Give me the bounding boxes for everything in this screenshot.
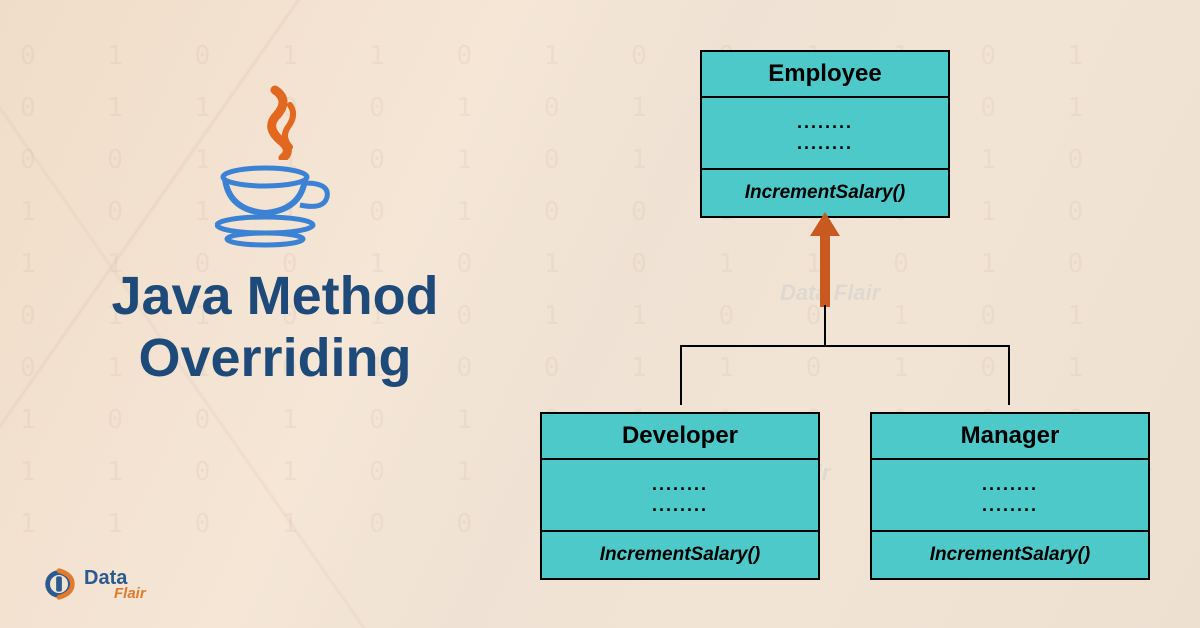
page-title: Java Method Overriding: [60, 265, 490, 389]
connector-line: [680, 345, 1010, 347]
class-box-manager: Manager ........ ........ IncrementSalar…: [870, 412, 1150, 580]
brand-text: Data Flair: [84, 568, 146, 601]
class-method: IncrementSalary(): [542, 532, 818, 578]
title-line-1: Java Method: [111, 266, 438, 326]
connector-line: [680, 345, 682, 405]
connector-line: [824, 305, 826, 347]
class-box-developer: Developer ........ ........ IncrementSal…: [540, 412, 820, 580]
class-attributes: ........ ........: [702, 98, 948, 170]
class-name: Employee: [702, 52, 948, 98]
class-diagram: Employee ........ ........ IncrementSala…: [540, 50, 1160, 580]
java-logo-icon: [205, 85, 345, 255]
inheritance-arrow-icon: [808, 212, 842, 307]
brand-word-2: Flair: [114, 586, 146, 601]
class-attributes: ........ ........: [542, 460, 818, 532]
brand-icon: [40, 565, 78, 603]
class-method: IncrementSalary(): [872, 532, 1148, 578]
class-box-employee: Employee ........ ........ IncrementSala…: [700, 50, 950, 218]
class-method: IncrementSalary(): [702, 170, 948, 216]
class-name: Developer: [542, 414, 818, 460]
class-attributes: ........ ........: [872, 460, 1148, 532]
class-name: Manager: [872, 414, 1148, 460]
brand-logo: Data Flair: [40, 565, 146, 603]
connector-line: [1008, 345, 1010, 405]
title-line-2: Overriding: [138, 328, 411, 388]
